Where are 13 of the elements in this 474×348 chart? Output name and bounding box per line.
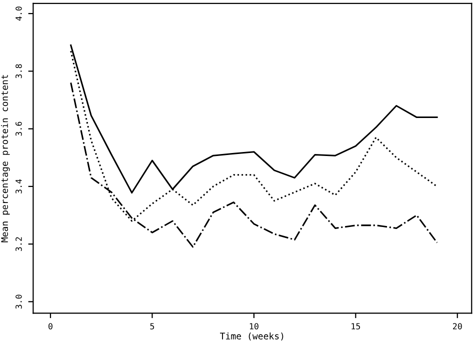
y-tick-label: 3.0 [16, 294, 22, 309]
x-tick-label: 0 [48, 323, 52, 330]
x-tick-label: 20 [452, 323, 462, 330]
x-axis-title: Time (weeks) [220, 332, 284, 341]
x-tick-label: 15 [352, 323, 360, 330]
y-tick-label: 3.6 [16, 122, 22, 136]
y-tick-label: 3.2 [16, 237, 22, 252]
x-tick-label: 10 [250, 323, 258, 330]
y-tick-label: 3.8 [16, 64, 22, 78]
y-tick-label: 3.4 [16, 179, 22, 194]
x-tick-label: 5 [150, 323, 154, 330]
y-tick-label: 4.0 [16, 6, 22, 21]
y-axis-title: Mean percentage protein content [0, 74, 10, 242]
